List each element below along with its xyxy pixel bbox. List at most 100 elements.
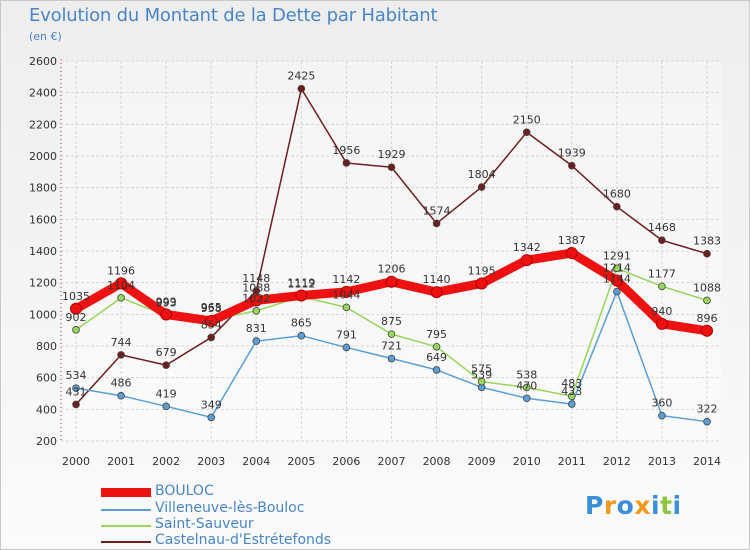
data-label: 433 — [561, 385, 582, 398]
data-label: 1291 — [603, 249, 631, 262]
x-tick-label: 2001 — [107, 455, 135, 468]
data-label: 360 — [651, 397, 672, 410]
data-label: 2150 — [513, 113, 541, 126]
data-point — [567, 400, 576, 408]
data-label: 1022 — [242, 292, 270, 305]
data-point — [385, 275, 398, 288]
data-label: 940 — [651, 305, 672, 318]
data-label: 649 — [426, 351, 447, 364]
data-point — [250, 294, 263, 307]
data-point — [297, 331, 306, 340]
legend-swatch — [101, 525, 151, 527]
data-point — [252, 307, 261, 315]
y-tick-label: 2600 — [29, 55, 57, 68]
data-label: 993 — [156, 296, 177, 309]
data-label: 1956 — [332, 144, 360, 157]
data-point — [117, 351, 125, 359]
x-tick-label: 2003 — [197, 455, 225, 468]
data-point — [252, 287, 261, 295]
y-tick-label: 2200 — [29, 118, 57, 131]
x-tick-label: 2004 — [242, 455, 270, 468]
logo-letter: P — [585, 491, 604, 520]
data-point — [701, 324, 713, 337]
data-label: 902 — [66, 311, 87, 324]
data-label: 1468 — [648, 221, 676, 234]
data-label: 539 — [471, 368, 492, 381]
x-tick-label: 2007 — [378, 455, 406, 468]
y-tick-label: 1400 — [29, 245, 57, 258]
data-point — [162, 361, 170, 369]
data-point — [117, 391, 125, 400]
data-label: 1035 — [62, 290, 90, 303]
data-label: 419 — [156, 387, 177, 400]
data-label: 1195 — [468, 264, 496, 277]
data-label: 896 — [697, 312, 718, 325]
data-label: 999 — [156, 295, 177, 308]
data-point — [703, 296, 711, 305]
logo-letter: i — [651, 491, 661, 520]
y-tick-label: 200 — [36, 435, 57, 448]
legend-label: Villeneuve-lès-Bouloc — [155, 500, 305, 516]
data-point — [162, 402, 170, 411]
data-point — [613, 202, 621, 211]
data-point — [520, 254, 533, 267]
data-point — [342, 303, 351, 312]
x-tick-label: 2013 — [648, 455, 676, 468]
data-label: 1140 — [423, 273, 451, 286]
data-label: 322 — [697, 403, 718, 416]
data-label: 831 — [246, 322, 267, 335]
y-tick-label: 600 — [36, 372, 57, 385]
data-point — [610, 274, 623, 287]
data-label: 1142 — [332, 273, 360, 286]
data-point — [342, 159, 351, 167]
data-label: 470 — [516, 379, 537, 392]
data-point — [342, 343, 351, 352]
data-label: 1177 — [648, 267, 676, 280]
x-tick-label: 2014 — [693, 455, 721, 468]
data-label: 679 — [156, 346, 177, 359]
data-point — [115, 277, 128, 290]
x-tick-label: 2012 — [603, 455, 631, 468]
x-tick-label: 2011 — [558, 455, 586, 468]
data-label: 2425 — [287, 70, 315, 83]
legend-swatch — [101, 509, 151, 511]
data-point — [567, 392, 576, 400]
proxiti-logo: Proxiti — [585, 491, 682, 520]
data-label: 1112 — [287, 278, 315, 291]
legend-swatch — [101, 541, 151, 543]
data-point — [207, 413, 216, 422]
x-tick-label: 2009 — [468, 455, 496, 468]
logo-letter: r — [603, 491, 617, 520]
data-label: 795 — [426, 328, 447, 341]
data-point — [703, 249, 711, 258]
data-point — [387, 354, 396, 363]
data-point — [432, 342, 441, 351]
data-label: 1574 — [423, 204, 451, 217]
data-point — [72, 384, 80, 392]
y-tick-label: 1600 — [29, 213, 57, 226]
x-tick-label: 2005 — [287, 455, 315, 468]
data-label: 483 — [561, 377, 582, 390]
data-point — [522, 383, 531, 392]
data-label: 721 — [381, 340, 402, 353]
data-label: 875 — [381, 315, 402, 328]
data-label: 1214 — [603, 261, 631, 274]
data-point — [522, 394, 531, 403]
x-tick-label: 2000 — [62, 455, 90, 468]
data-point — [613, 264, 621, 273]
data-label: 1383 — [693, 235, 721, 248]
data-label: 865 — [291, 317, 312, 330]
x-tick-label: 2008 — [423, 455, 451, 468]
data-point — [432, 219, 441, 228]
data-label: 1144 — [603, 273, 631, 286]
data-point — [340, 285, 353, 298]
data-label: 1206 — [378, 263, 406, 276]
data-point — [430, 286, 443, 299]
data-point — [297, 84, 306, 93]
data-label: 431 — [66, 385, 87, 398]
logo-letter: x — [634, 491, 651, 520]
data-point — [658, 411, 666, 420]
data-point — [387, 163, 396, 172]
data-label: 1044 — [332, 288, 360, 301]
